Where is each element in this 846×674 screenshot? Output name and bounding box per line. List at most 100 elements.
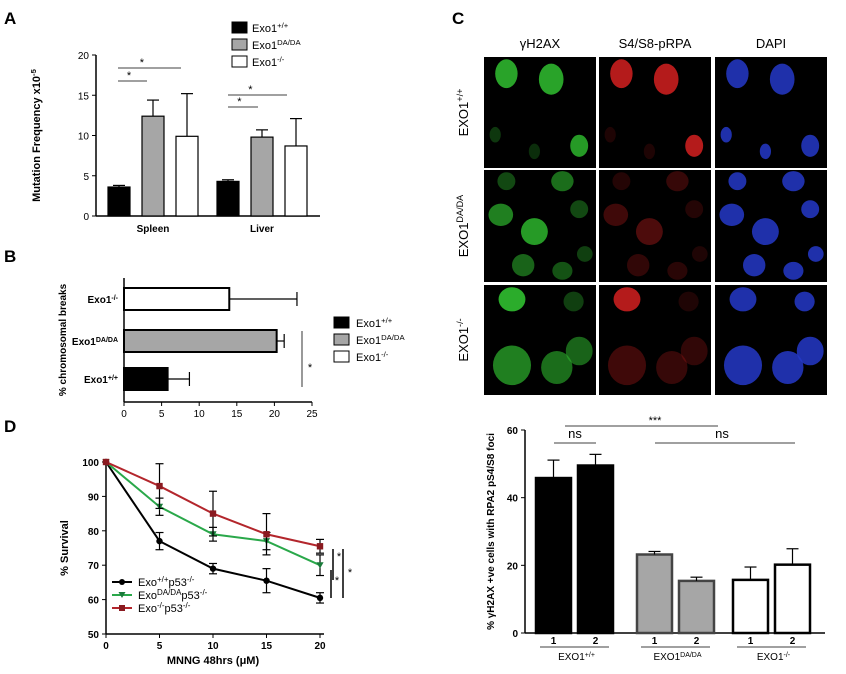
nucleus <box>643 143 656 160</box>
bar <box>123 329 278 353</box>
legend-swatch <box>231 21 248 34</box>
legend-swatch <box>333 350 350 363</box>
x-tick-label: 5 <box>159 409 165 420</box>
bar <box>731 578 770 635</box>
y-tick-label: 80 <box>88 527 100 538</box>
category-label: Exo1DA/DA <box>72 337 118 349</box>
category-label: Spleen <box>137 224 170 235</box>
data-point <box>316 562 324 569</box>
column-header: DAPI <box>756 36 786 51</box>
y-tick-label: 15 <box>78 91 90 102</box>
nucleus <box>656 351 688 384</box>
y-tick-label: 50 <box>88 630 100 641</box>
nucleus <box>759 143 772 160</box>
y-tick-label: 20 <box>78 51 90 62</box>
x-tick-label: 15 <box>261 641 273 652</box>
group-label: EXO1DA/DA <box>653 652 701 664</box>
significance-mark: * <box>308 362 313 374</box>
category-label: Exo1-/- <box>87 295 118 307</box>
column-header: S4/S8-pRPA <box>619 36 692 51</box>
nucleus <box>489 126 501 143</box>
nucleus <box>541 351 573 384</box>
significance-mark: * <box>348 567 353 579</box>
bar <box>107 186 131 217</box>
nucleus <box>667 261 688 280</box>
bar-number-label: 2 <box>694 636 700 647</box>
nucleus <box>685 200 704 219</box>
row-label: EXO1-/- <box>455 318 471 361</box>
nucleus <box>607 345 647 386</box>
nucleus <box>488 203 514 226</box>
nucleus <box>726 59 749 89</box>
y-tick-label: 10 <box>78 132 90 143</box>
bar <box>250 136 274 217</box>
bar <box>773 563 812 635</box>
significance-mark: * <box>335 575 340 587</box>
significance-mark: * <box>140 57 145 69</box>
data-point <box>156 537 163 545</box>
nucleus <box>551 171 574 192</box>
y-tick-label: 40 <box>507 494 519 505</box>
panel-a-chart: 0 5 10 15 20 Mutation Frequency x10-5 Spleen Li… <box>29 21 320 235</box>
nucleus <box>528 143 541 160</box>
data-point <box>156 482 163 490</box>
group-label: EXO1-/- <box>757 652 791 664</box>
legend-swatch <box>231 55 248 68</box>
legend-label: Exo-/-p53-/- <box>138 601 191 615</box>
nucleus <box>666 171 689 192</box>
nucleus <box>685 134 704 157</box>
column-header: γH2AX <box>520 36 561 51</box>
x-tick-label: 20 <box>314 641 326 652</box>
significance-mark: ns <box>568 426 582 441</box>
bar-number-label: 1 <box>652 636 658 647</box>
x-tick-label: 10 <box>207 641 219 652</box>
legend-label: ExoDA/DAp53-/- <box>138 588 208 602</box>
panel-letter-d: D <box>4 417 16 436</box>
bar-number-label: 1 <box>551 636 557 647</box>
bar-number-label: 1 <box>748 636 754 647</box>
legend-swatch <box>333 316 350 329</box>
x-tick-label: 15 <box>231 409 243 420</box>
significance-mark: ns <box>715 426 729 441</box>
group-label: EXO1+/+ <box>558 652 595 664</box>
bar <box>175 135 199 217</box>
nucleus <box>603 203 629 226</box>
data-point <box>263 531 270 538</box>
panel-c-bar-chart: 0 20 40 60 % γH2AX +ve cells with RPA2 pS4/S… <box>486 415 825 663</box>
nucleus <box>653 63 679 95</box>
nucleus <box>552 261 573 280</box>
y-tick-label: 5 <box>83 172 89 183</box>
y-tick-label: 20 <box>507 561 519 572</box>
legend-label: Exo1-/- <box>356 350 389 365</box>
y-axis-label: % chromosomal breaks <box>58 283 69 396</box>
nucleus <box>801 200 820 219</box>
bar <box>123 287 231 311</box>
nucleus <box>604 126 616 143</box>
x-tick-label: 0 <box>121 409 127 420</box>
bar <box>576 464 615 635</box>
nucleus <box>565 336 593 366</box>
nucleus <box>612 172 631 191</box>
legend-label: Exo1+/+ <box>252 21 289 36</box>
nucleus <box>680 336 708 366</box>
data-point <box>263 577 270 584</box>
bar <box>123 367 169 391</box>
nucleus <box>678 291 699 312</box>
data-point <box>209 510 217 517</box>
row-label: EXO1+/+ <box>455 89 471 137</box>
bar-number-label: 2 <box>593 636 599 647</box>
y-axis-label: Mutation Frequency x10-5 <box>29 68 44 201</box>
nucleus <box>495 59 518 89</box>
panel-letter-a: A <box>4 9 16 28</box>
legend-swatch <box>333 333 350 346</box>
row-label: EXO1DA/DA <box>455 194 471 257</box>
panel-d-line-chart: 50 60 70 80 90 100 0 5 10 15 20 MNNG 48hrs (μM) % Su… <box>59 458 353 667</box>
significance-mark: * <box>337 551 342 563</box>
nucleus <box>570 200 589 219</box>
nucleus <box>563 291 584 312</box>
legend-marker <box>119 605 125 611</box>
nucleus <box>570 134 589 157</box>
y-tick-label: 60 <box>507 426 519 437</box>
panel-letter-c: C <box>452 9 464 28</box>
